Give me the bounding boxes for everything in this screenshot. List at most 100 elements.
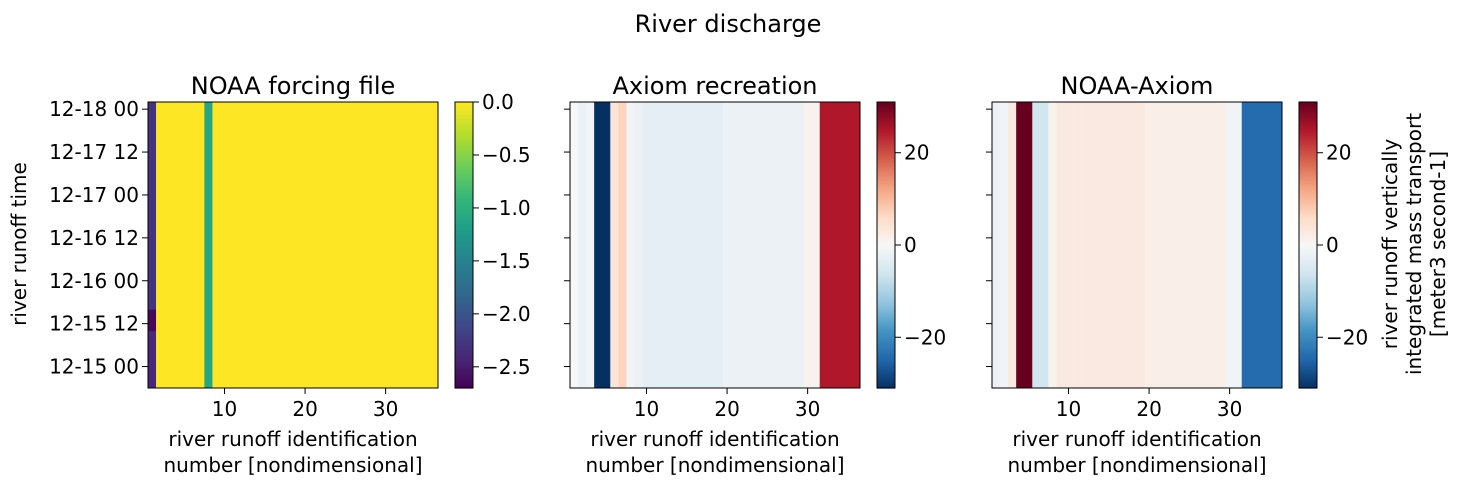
colorbar-segment	[1299, 171, 1317, 175]
colorbar-segment	[1299, 209, 1317, 213]
colorbar-segment	[1299, 221, 1317, 225]
heatmap-cell	[148, 102, 157, 310]
colorbar-segment	[455, 144, 473, 148]
heatmap-column	[212, 102, 221, 388]
colorbar-segment	[877, 273, 895, 277]
colorbar-segment	[455, 245, 473, 248]
colorbar-segment	[455, 235, 473, 239]
colorbar-segment	[1299, 173, 1317, 177]
colorbar-segment	[1299, 290, 1317, 294]
panel-noaa-forcing: 10 20 30 12-18 00 12-17 12 12-17 00 12-16 12 12…	[49, 90, 531, 421]
heatmap-column	[180, 102, 189, 388]
colorbar-segment	[1299, 264, 1317, 268]
y-axis-label: river runoff time	[7, 162, 31, 326]
heatmap-cell	[148, 330, 157, 389]
colorbar-segment	[1299, 261, 1317, 265]
heatmap-column	[1056, 102, 1065, 388]
colorbar-segment	[1299, 183, 1317, 187]
heatmap-column	[1169, 102, 1178, 388]
colorbar-segment	[1299, 373, 1317, 377]
heatmap-column	[1016, 102, 1025, 388]
colorbar-segment	[1299, 156, 1317, 160]
colorbar-segment	[455, 128, 473, 132]
colorbar-segment	[877, 175, 895, 179]
colorbar-segment	[877, 140, 895, 144]
colorbar-segment	[877, 380, 895, 384]
heatmap-column	[674, 102, 684, 388]
heatmap-column	[172, 102, 181, 388]
heatmap-column	[349, 102, 358, 388]
colorbar-segment	[1299, 259, 1317, 263]
colorbar-segment	[455, 233, 473, 237]
colorbar-segment	[1299, 140, 1317, 144]
y-tick-label: 12-17 00	[49, 183, 139, 207]
colorbar-segment	[455, 252, 473, 256]
colorbar-segment	[1299, 349, 1317, 353]
colorbar-segment	[455, 357, 473, 360]
colorbar-segment	[877, 378, 895, 382]
colorbar-segment	[877, 149, 895, 153]
colorbar-segment	[455, 135, 473, 139]
colorbar-segment	[455, 113, 473, 117]
colorbar-segment	[455, 383, 473, 387]
colorbar-segment	[1299, 190, 1317, 194]
colorbar-segment	[455, 352, 473, 356]
heatmap-column	[1265, 102, 1275, 388]
colorbar: 20 0 −20	[876, 101, 946, 389]
colorbar-segment	[1299, 104, 1317, 108]
colorbar-segment	[455, 137, 473, 141]
heatmap-column	[723, 102, 732, 388]
colorbar-segment	[1299, 285, 1317, 289]
colorbar-segment	[877, 209, 895, 213]
colorbar-segment	[877, 113, 895, 117]
heatmap-column	[1177, 102, 1186, 388]
colorbar-segment	[455, 273, 473, 277]
colorbar-segment	[1299, 368, 1317, 372]
colorbar-segment	[455, 326, 473, 330]
colorbar-tick-label: 20	[904, 141, 929, 165]
colorbar-segment	[877, 266, 895, 270]
colorbar-segment	[455, 275, 473, 279]
colorbar-segment	[877, 283, 895, 287]
colorbar-segment	[877, 214, 895, 217]
colorbar-segment	[1299, 256, 1317, 260]
colorbar-segment	[1299, 240, 1317, 244]
heatmap-column	[803, 102, 812, 388]
colorbar-segment	[877, 161, 895, 165]
colorbar-segment	[455, 354, 473, 358]
colorbar-segment	[1299, 371, 1317, 375]
colorbar-segment	[1299, 168, 1317, 172]
colorbar-segment	[455, 121, 473, 125]
x-tick-label: 20	[1136, 397, 1161, 421]
colorbar-segment	[877, 249, 895, 253]
colorbar-segment	[1299, 109, 1317, 113]
colorbar-segment	[1299, 235, 1317, 239]
colorbar-segment	[455, 266, 473, 270]
colorbar-segment	[877, 211, 895, 215]
colorbar-segment	[1299, 130, 1317, 134]
colorbar-segment	[1299, 359, 1317, 363]
heatmap-column	[1040, 102, 1049, 388]
colorbar-segment	[877, 194, 895, 198]
x-axis-label-line-1: river runoff identification	[590, 427, 839, 451]
colorbar-segment	[877, 104, 895, 108]
colorbar-segment	[1299, 364, 1317, 368]
colorbar-segment	[455, 223, 473, 227]
colorbar-segment	[1299, 342, 1317, 346]
colorbar-segment	[877, 316, 895, 320]
colorbar: 20 0 −20	[1298, 101, 1368, 389]
heatmap-column	[1217, 102, 1226, 388]
colorbar-segment	[877, 180, 895, 184]
colorbar-segment	[455, 125, 473, 129]
colorbar-segment	[1299, 144, 1317, 148]
colorbar-segment	[1299, 204, 1317, 208]
colorbar-segment	[877, 268, 895, 272]
colorbar-segment	[1299, 159, 1317, 163]
colorbar-segment	[1299, 271, 1317, 275]
colorbar-segment	[1299, 311, 1317, 315]
colorbar-segment	[1299, 180, 1317, 184]
colorbar-segment	[1299, 245, 1317, 248]
colorbar-segment	[1299, 273, 1317, 277]
heatmap-column	[682, 102, 692, 388]
colorbar-segment	[877, 132, 895, 136]
